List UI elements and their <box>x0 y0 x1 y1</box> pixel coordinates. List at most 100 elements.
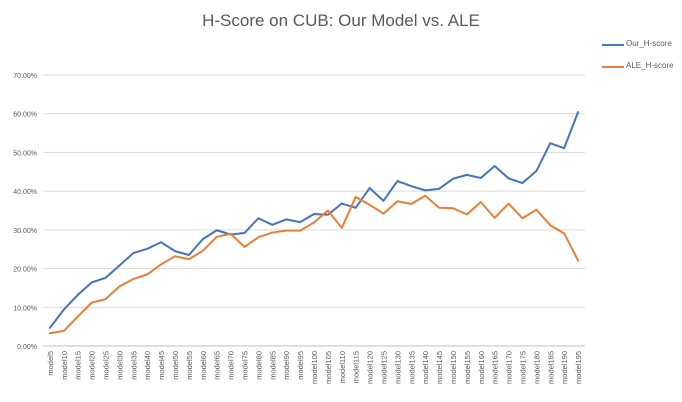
data-point-our-h-score <box>146 248 148 250</box>
data-point-our-h-score <box>63 309 65 311</box>
x-tick-label: model15 <box>74 351 83 380</box>
data-point-ale-h-score <box>410 203 412 205</box>
data-point-our-h-score <box>202 238 204 240</box>
data-point-ale-h-score <box>563 232 565 234</box>
data-point-ale-h-score <box>396 200 398 202</box>
x-tick-label: model100 <box>310 351 319 384</box>
data-point-ale-h-score <box>341 227 343 229</box>
data-point-ale-h-score <box>63 330 65 332</box>
x-tick-label: model110 <box>338 351 347 383</box>
x-tick-label: model180 <box>532 351 541 384</box>
x-tick-label: model40 <box>143 351 152 380</box>
x-tick-label: model25 <box>102 351 111 380</box>
x-tick-label: model175 <box>518 351 527 384</box>
x-tick-label: model10 <box>60 351 69 380</box>
y-tick-label: 50.00% <box>13 150 37 157</box>
data-point-ale-h-score <box>521 217 523 219</box>
x-tick-label: model140 <box>421 351 430 384</box>
data-point-ale-h-score <box>368 204 370 206</box>
data-point-our-h-score <box>188 254 190 256</box>
data-point-our-h-score <box>49 327 51 329</box>
data-point-ale-h-score <box>174 255 176 257</box>
data-point-our-h-score <box>257 217 259 219</box>
x-tick-label: model150 <box>449 351 458 384</box>
data-point-our-h-score <box>243 232 245 234</box>
data-point-our-h-score <box>507 177 509 179</box>
data-point-ale-h-score <box>285 230 287 232</box>
data-point-ale-h-score <box>160 263 162 265</box>
y-tick-label: 40.00% <box>13 189 37 196</box>
y-tick-label: 0.00% <box>17 344 37 351</box>
data-point-our-h-score <box>382 200 384 202</box>
data-point-our-h-score <box>549 142 551 144</box>
x-tick-label: model80 <box>254 351 263 380</box>
x-tick-label: model85 <box>268 351 277 380</box>
x-tick-label: model35 <box>129 351 138 380</box>
data-point-our-h-score <box>494 165 496 167</box>
data-point-our-h-score <box>438 188 440 190</box>
x-tick-label: model195 <box>574 351 583 384</box>
x-tick-label: model145 <box>435 351 444 384</box>
chart-title: H-Score on CUB: Our Model vs. ALE <box>202 11 480 30</box>
data-point-our-h-score <box>91 281 93 283</box>
data-point-ale-h-score <box>91 302 93 304</box>
x-tick-label: model120 <box>366 351 375 384</box>
data-point-ale-h-score <box>243 246 245 248</box>
x-tick-label: model70 <box>227 351 236 380</box>
data-point-ale-h-score <box>188 258 190 260</box>
x-tick-label: model60 <box>199 351 208 380</box>
data-point-our-h-score <box>285 218 287 220</box>
data-point-ale-h-score <box>49 332 51 334</box>
x-tick-label: model90 <box>282 351 291 380</box>
x-tick-label: model125 <box>379 351 388 384</box>
data-point-our-h-score <box>216 229 218 231</box>
x-tick-label: model115 <box>352 351 361 383</box>
x-tick-label: model55 <box>185 351 194 380</box>
data-point-ale-h-score <box>299 230 301 232</box>
data-point-our-h-score <box>160 241 162 243</box>
data-point-our-h-score <box>132 252 134 254</box>
data-point-ale-h-score <box>77 315 79 317</box>
x-tick-label: model160 <box>477 351 486 384</box>
data-point-ale-h-score <box>549 224 551 226</box>
data-point-ale-h-score <box>271 231 273 233</box>
y-tick-label: 20.00% <box>13 267 37 274</box>
data-point-our-h-score <box>466 174 468 176</box>
data-point-our-h-score <box>424 189 426 191</box>
data-point-ale-h-score <box>438 207 440 209</box>
x-tick-label: model20 <box>88 351 97 380</box>
data-point-our-h-score <box>271 224 273 226</box>
data-point-ale-h-score <box>355 196 357 198</box>
data-point-our-h-score <box>410 185 412 187</box>
data-point-our-h-score <box>327 214 329 216</box>
x-tick-label: model75 <box>241 351 250 380</box>
data-point-our-h-score <box>104 277 106 279</box>
data-point-ale-h-score <box>424 195 426 197</box>
data-point-ale-h-score <box>230 233 232 235</box>
legend-swatch-ale-h-score <box>602 66 624 68</box>
x-tick-label: model50 <box>171 351 180 380</box>
data-point-our-h-score <box>341 202 343 204</box>
y-tick-label: 10.00% <box>13 305 37 312</box>
data-point-ale-h-score <box>494 217 496 219</box>
data-point-ale-h-score <box>257 236 259 238</box>
data-point-ale-h-score <box>104 298 106 300</box>
data-point-our-h-score <box>118 264 120 266</box>
data-point-our-h-score <box>452 178 454 180</box>
x-tick-label: model30 <box>115 351 124 380</box>
data-point-ale-h-score <box>480 201 482 203</box>
x-tick-label: model65 <box>213 351 222 380</box>
data-point-ale-h-score <box>577 259 579 261</box>
data-point-our-h-score <box>77 294 79 296</box>
data-point-ale-h-score <box>146 273 148 275</box>
x-tick-label: model130 <box>393 351 402 384</box>
x-tick-label: model170 <box>505 351 514 384</box>
data-point-our-h-score <box>368 187 370 189</box>
data-point-our-h-score <box>563 147 565 149</box>
data-point-ale-h-score <box>216 236 218 238</box>
data-point-ale-h-score <box>535 209 537 211</box>
x-tick-label: model155 <box>463 351 472 384</box>
x-tick-label: model185 <box>546 351 555 384</box>
